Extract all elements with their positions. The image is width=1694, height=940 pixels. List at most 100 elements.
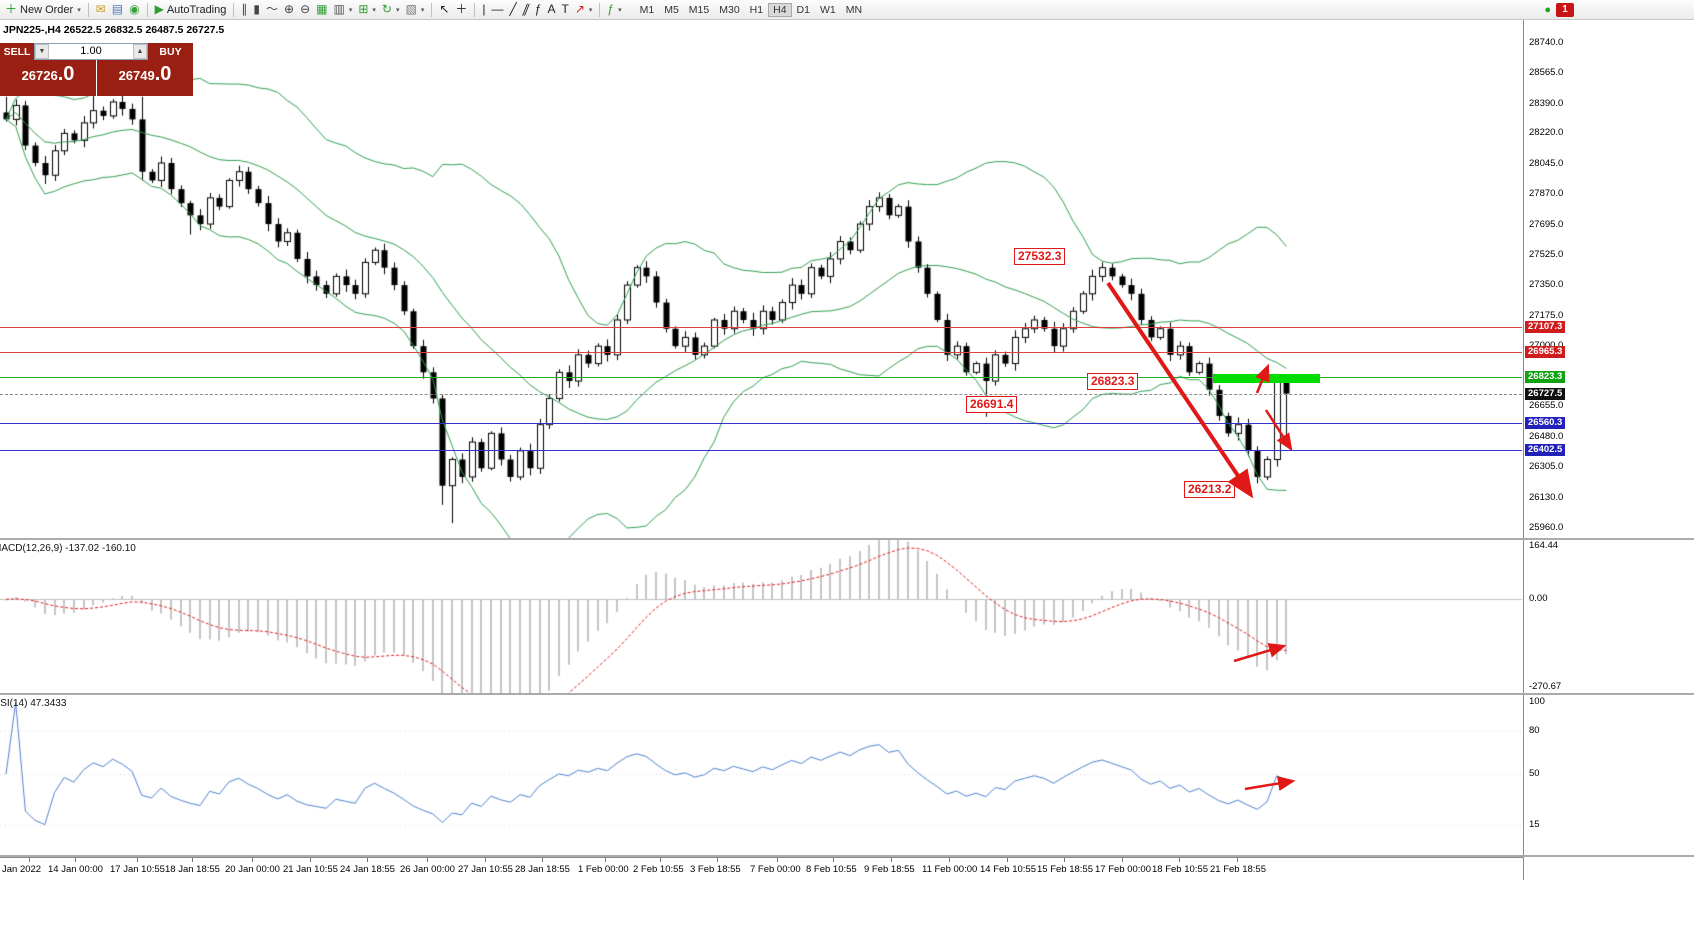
time-axis-tickmark	[137, 858, 138, 862]
time-axis-tickmark	[660, 858, 661, 862]
time-axis-tickmark	[367, 858, 368, 862]
time-axis-label: 2 Feb 10:55	[633, 864, 684, 875]
help-icon: ◉	[129, 2, 140, 16]
profiles-button[interactable]: ↻ ▾	[379, 1, 403, 18]
timeframe-d1-button[interactable]: D1	[796, 3, 810, 16]
toolbar-separator	[599, 2, 601, 17]
toolbar-separator	[146, 2, 148, 17]
main-chart-canvas[interactable]	[0, 20, 1523, 538]
cursor-icon: ↖	[439, 2, 450, 16]
one-click-trading-panel: SELL ▼ 1.00 ▲ BUY 26726.0 26749.0	[0, 43, 193, 96]
help-button[interactable]: ◉	[126, 1, 142, 18]
time-axis-label: 7 Feb 00:00	[750, 864, 801, 875]
buy-price-big-digits: .0	[154, 63, 172, 85]
price-axis-tick: 28220.0	[1529, 127, 1564, 139]
toolbar-separator	[87, 2, 89, 17]
toolbar-separator	[233, 2, 235, 17]
fibonacci-button[interactable]: ƒ	[532, 1, 545, 18]
time-axis-label: 17 Jan 10:55	[110, 864, 165, 875]
auto-arrange-button[interactable]: ▥ ▾	[330, 1, 355, 18]
timeframe-h1-button[interactable]: H1	[749, 3, 764, 16]
timeframe-m30-button[interactable]: M30	[719, 3, 740, 16]
bar-chart-button[interactable]: ∥	[238, 1, 250, 18]
sell-price[interactable]: 26726.0	[0, 60, 96, 96]
cursor-button[interactable]: ↖	[436, 1, 452, 18]
text-label-button[interactable]: T	[558, 1, 571, 18]
zoom-out-button[interactable]: ⊖	[297, 1, 313, 18]
sell-button[interactable]: SELL	[0, 43, 34, 60]
notification-badge[interactable]: 1	[1556, 2, 1574, 17]
macd-panel-canvas[interactable]	[0, 540, 1523, 693]
rsi-indicator-label: RSI(14) 47.3433	[0, 698, 67, 709]
price-axis-tick: 28390.0	[1529, 97, 1564, 109]
caret-down-icon: ▾	[348, 6, 353, 14]
toolbar-separator	[474, 2, 476, 17]
tile-windows-icon: ▦	[316, 2, 328, 16]
caret-down-icon: ▾	[77, 6, 81, 14]
text-label-icon: T	[561, 2, 569, 16]
line-chart-icon: ～	[265, 2, 278, 16]
timeframe-m15-button[interactable]: M15	[688, 3, 710, 16]
volume-down-button[interactable]: ▼	[35, 44, 49, 59]
time-axis-tickmark	[192, 858, 193, 862]
line-chart-button[interactable]: ～	[263, 1, 281, 18]
reports-button[interactable]: ▤	[109, 1, 126, 18]
rsi-axis-tick: 15	[1529, 818, 1540, 830]
price-axis-tick: 26655.0	[1529, 400, 1564, 412]
price-badge: 26823.3	[1525, 370, 1566, 383]
time-axis-tickmark	[777, 858, 778, 862]
time-axis-tickmark	[542, 858, 543, 862]
time-axis[interactable]: Jan 2022 14 Jan 00:00 17 Jan 10:55 18 Jan 1…	[0, 857, 1523, 884]
timeframe-m1-button[interactable]: M1	[639, 3, 655, 16]
price-axis-tick: 25960.0	[1529, 521, 1564, 533]
chart-title: JPN225-,H4 26522.5 26832.5 26487.5 26727…	[3, 24, 225, 36]
time-axis-tickmark	[1064, 858, 1065, 862]
rsi-pane-separator[interactable]	[0, 693, 1694, 695]
volume-input[interactable]: 1.00	[80, 45, 102, 57]
macd-axis-tick: -270.67	[1529, 681, 1562, 693]
text-button[interactable]: A	[544, 1, 558, 18]
autotrading-button[interactable]: ▶ AutoTrading	[152, 1, 230, 18]
timeframe-h4-button[interactable]: H4	[768, 2, 792, 17]
time-axis-label: 26 Jan 00:00	[400, 864, 455, 875]
indicators-button[interactable]: ƒ ▾	[604, 1, 624, 18]
rsi-panel-canvas[interactable]	[0, 695, 1523, 855]
time-axis-tickmark	[310, 858, 311, 862]
toolbar-separator	[431, 2, 433, 17]
templates-button[interactable]: ▧ ▾	[402, 1, 427, 18]
time-axis-label: 21 Feb 18:55	[1210, 864, 1266, 875]
crosshair-icon: ＋	[455, 2, 468, 16]
price-axis-tick: 27695.0	[1529, 218, 1564, 230]
caret-down-icon: ▾	[618, 6, 622, 14]
vertical-line-button[interactable]: |	[479, 1, 488, 18]
time-axis-tickmark	[717, 858, 718, 862]
timeframe-m5-button[interactable]: M5	[664, 3, 679, 16]
crosshair-button[interactable]: ＋	[452, 1, 470, 18]
candlestick-chart-button[interactable]: ▮	[250, 1, 263, 18]
timeframe-w1-button[interactable]: W1	[819, 3, 836, 16]
price-axis[interactable]: 28740.0 28565.0 28390.0 28220.0 28045.0 27870…	[1523, 20, 1694, 880]
horizontal-line-button[interactable]: —	[489, 1, 507, 18]
new-chart-button[interactable]: ⊞ ▾	[355, 1, 379, 18]
zoom-in-button[interactable]: ⊕	[281, 1, 297, 18]
mail-button[interactable]: ✉	[93, 1, 109, 18]
arrows-button[interactable]: ↗ ▾	[572, 1, 596, 18]
macd-pane-separator[interactable]	[0, 538, 1694, 540]
tile-windows-button[interactable]: ▦	[313, 1, 330, 18]
buy-button[interactable]: BUY	[148, 43, 193, 60]
trendline-button[interactable]: ╱	[507, 1, 520, 18]
price-axis-tick: 28565.0	[1529, 67, 1564, 79]
caret-down-icon: ▾	[588, 6, 593, 14]
time-axis-label: 27 Jan 10:55	[458, 864, 513, 875]
autotrading-button-label: AutoTrading	[166, 3, 227, 16]
price-axis-tick: 26305.0	[1529, 461, 1564, 473]
new-order-icon: ＋	[5, 2, 18, 16]
rsi-axis-tick: 50	[1529, 768, 1540, 780]
volume-up-button[interactable]: ▲	[133, 44, 147, 59]
indicators-icon: ƒ	[607, 2, 615, 16]
zoom-out-icon: ⊖	[300, 2, 311, 16]
buy-price[interactable]: 26749.0	[96, 60, 193, 96]
new-order-button[interactable]: ＋ New Order ▾	[2, 1, 84, 18]
timeframe-mn-button[interactable]: MN	[845, 3, 863, 16]
equidistant-channel-button[interactable]: ∥	[520, 1, 532, 18]
